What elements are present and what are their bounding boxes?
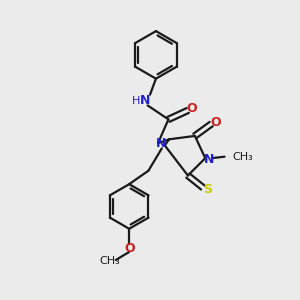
Text: O: O (124, 242, 134, 256)
Text: CH₃: CH₃ (99, 256, 120, 266)
Text: H: H (132, 96, 140, 106)
Text: CH₃: CH₃ (232, 152, 253, 162)
Text: O: O (187, 103, 197, 116)
Text: N: N (204, 153, 214, 166)
Text: N: N (156, 137, 166, 150)
Text: N: N (140, 94, 150, 106)
Text: S: S (204, 183, 213, 196)
Text: O: O (210, 116, 221, 129)
